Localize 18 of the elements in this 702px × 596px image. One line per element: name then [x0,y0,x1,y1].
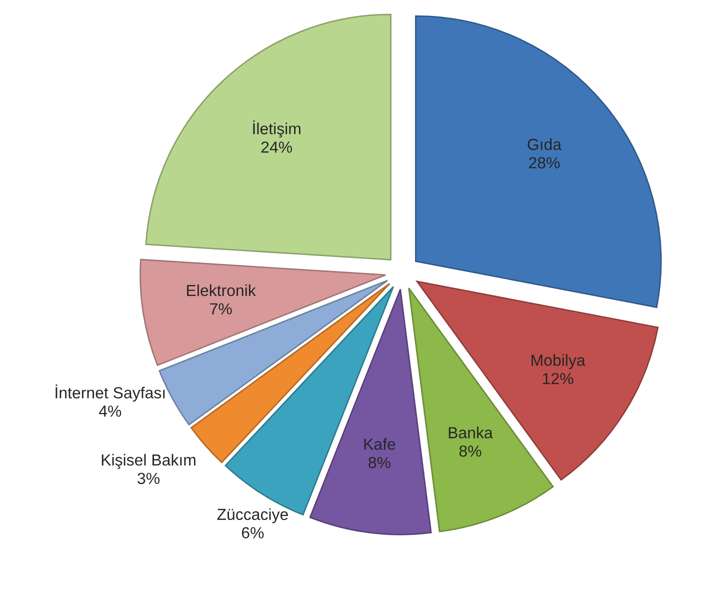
slice-label: Elektronik [187,284,256,296]
data-label: 8% [459,445,482,457]
slice-label: Banka [448,426,493,438]
data-label: 4% [98,406,122,417]
data-label: 3% [138,472,160,484]
slice-label: Gıda [528,138,562,150]
data-label: 8% [368,456,390,468]
slice-label: İnternet Sayfası [56,384,165,402]
slice-label: Mobilya [532,354,586,370]
data-label: 28% [529,157,560,168]
slice-label: Züccaciye [217,508,288,524]
slice-label: Kafe [364,438,396,450]
slice-label: Kişisel Bakım [102,454,196,469]
slice-label: İletişim [253,120,300,138]
data-label: 6% [242,527,264,538]
data-label: 24% [261,141,292,153]
data-label: 12% [543,372,574,384]
data-label: 7% [210,303,232,314]
